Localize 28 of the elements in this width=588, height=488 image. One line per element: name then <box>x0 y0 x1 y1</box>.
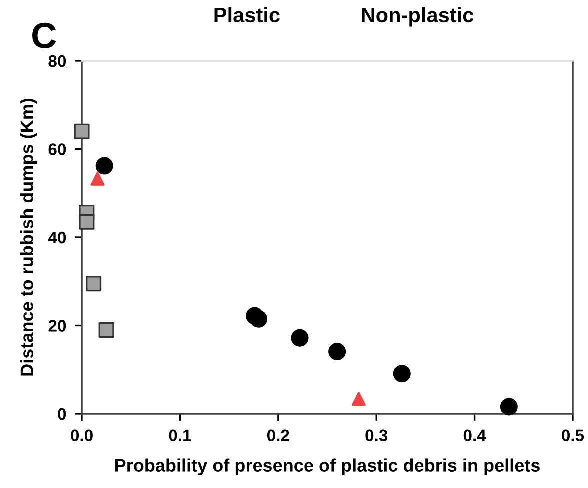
point <box>352 392 366 406</box>
point <box>291 329 309 347</box>
x-axis-title: Probability of presence of plastic debris in pellets <box>116 458 540 476</box>
y-tick-label: 20 <box>48 320 66 332</box>
text: C <box>32 22 56 48</box>
x-tick-label: 0.5 <box>562 430 584 442</box>
x-tick-label: 0.0 <box>71 430 93 442</box>
text: Plastic <box>214 7 280 23</box>
point <box>98 322 114 338</box>
y-tick-label: 0 <box>58 408 66 420</box>
x-tick-label: 0.2 <box>267 430 290 442</box>
x-tick-label: 0.4 <box>464 430 486 442</box>
y-axis-title: Distance to rubbish dumps (Km) <box>20 98 38 376</box>
point <box>500 398 518 416</box>
x-tick-label: 0.1 <box>169 430 192 442</box>
point <box>393 365 411 383</box>
point <box>74 124 90 140</box>
point <box>250 310 268 328</box>
y-tick-label: 80 <box>48 55 66 68</box>
x-tick-label: 0.3 <box>366 430 388 442</box>
point <box>79 214 95 230</box>
y-tick-label: 60 <box>48 144 66 156</box>
y-tick-label: 40 <box>48 232 66 244</box>
point <box>328 343 346 361</box>
text: Non-plastic <box>362 7 474 27</box>
point <box>86 276 102 292</box>
point <box>90 172 105 186</box>
point <box>96 157 114 175</box>
